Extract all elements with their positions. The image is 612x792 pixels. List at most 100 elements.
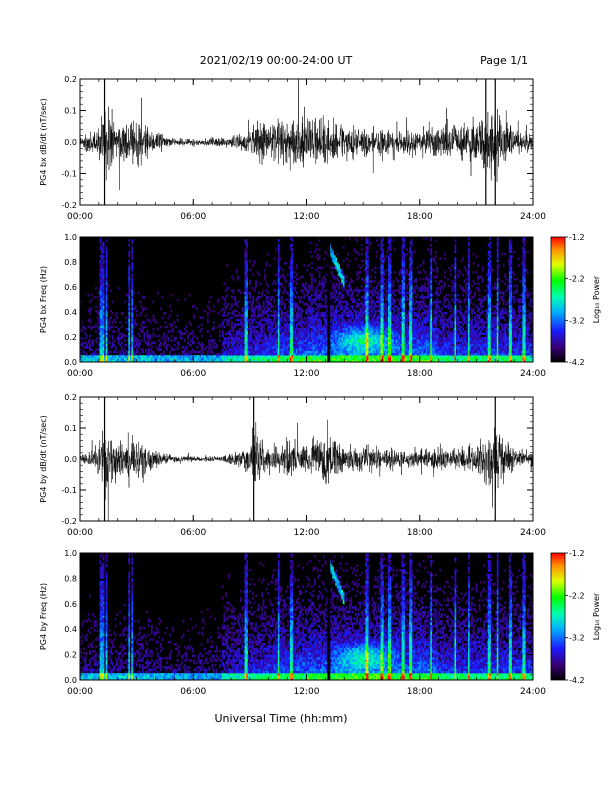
spectrogram-cell	[141, 359, 144, 363]
spectrogram-cell	[270, 350, 273, 354]
spectrogram-cell	[131, 296, 134, 299]
spectrogram-cell	[341, 352, 344, 356]
spectrogram-cell	[252, 264, 254, 267]
spectrogram-cell	[391, 316, 393, 320]
spectrogram-cell	[336, 305, 339, 308]
spectrogram-cell	[380, 300, 383, 304]
spectrogram-cell	[197, 359, 200, 363]
spectrogram-cell	[241, 343, 244, 347]
spectrogram-cell	[409, 298, 411, 301]
spectrogram-cell	[270, 314, 273, 317]
spectrogram-cell	[375, 355, 378, 358]
spectrogram-cell	[253, 259, 256, 263]
spectrogram-cell	[391, 296, 393, 299]
spectrogram-cell	[317, 341, 319, 345]
spectrogram-cell	[389, 298, 392, 301]
spectrogram-cell	[369, 318, 372, 322]
spectrogram-cell	[330, 357, 333, 361]
spectrogram-cell	[412, 298, 415, 301]
spectrogram-cell	[152, 327, 155, 331]
spectrogram-cell	[199, 355, 202, 358]
spectrogram-cell	[196, 337, 199, 340]
spectrogram-cell	[306, 289, 309, 292]
spectrogram-cell	[315, 255, 318, 258]
spectrogram-cell	[232, 352, 235, 356]
spectrogram-cell	[377, 334, 380, 338]
spectrogram-cell	[372, 346, 375, 349]
spectrogram-cell	[282, 352, 285, 356]
spectrogram-cell	[283, 302, 286, 306]
spectrogram-cell	[134, 321, 137, 324]
spectrogram-cell	[368, 305, 371, 308]
spectrogram-cell	[131, 318, 134, 322]
spectrogram-cell	[306, 325, 309, 329]
spectrogram-cell	[244, 325, 247, 329]
spectrogram-cell	[176, 357, 179, 361]
spectrogram-cell	[164, 337, 167, 340]
spectrogram-cell	[395, 289, 398, 292]
spectrogram-cell	[226, 337, 229, 340]
spectrogram-cell	[246, 246, 248, 249]
spectrogram-cell	[326, 264, 328, 267]
spectrogram-cell	[389, 300, 392, 304]
spectrogram-cell	[345, 332, 348, 336]
spectrogram-cell	[365, 289, 368, 292]
spectrogram-cell	[294, 271, 297, 274]
spectrogram-cell	[401, 259, 404, 263]
spectrogram-cell	[369, 343, 372, 347]
spectrogram-cell	[101, 262, 103, 265]
spectrogram-cell	[359, 289, 362, 292]
spectrogram-cell	[392, 337, 395, 340]
spectrogram-cell	[318, 307, 321, 311]
spectrogram-cell	[389, 237, 392, 240]
spectrogram-cell	[360, 350, 363, 354]
spectrogram-cell	[311, 266, 313, 270]
spectrogram-cell	[89, 355, 91, 358]
spectrogram-cell	[317, 325, 319, 329]
spectrogram-cell	[197, 350, 200, 354]
spectrogram-cell	[409, 246, 411, 249]
spectrogram-cell	[280, 337, 283, 340]
spectrogram-cell	[237, 348, 239, 351]
spectrogram-cell	[291, 305, 294, 308]
spectrogram-cell	[383, 309, 386, 313]
spectrogram-cell	[292, 330, 295, 333]
spectrogram-cell	[336, 350, 339, 354]
spectrogram-cell	[380, 273, 383, 276]
spectrogram-cell	[306, 321, 309, 324]
spectrogram-cell	[235, 268, 238, 272]
spectrogram-cell	[398, 312, 401, 315]
spectrogram-cell	[389, 341, 392, 345]
spectrogram-cell	[123, 343, 126, 347]
spectrogram-cell	[250, 309, 253, 313]
spectrogram-cell	[386, 334, 389, 338]
spectrogram-cell	[339, 307, 342, 311]
spectrogram-cell	[190, 332, 193, 336]
spectrogram-cell	[401, 277, 404, 281]
spectrogram-cell	[378, 352, 381, 356]
spectrogram-cell	[138, 352, 141, 356]
spectrogram-cell	[101, 330, 103, 333]
spectrogram-cell	[345, 334, 348, 338]
spectrogram-cell	[362, 325, 365, 329]
spectrogram-cell	[244, 262, 247, 265]
spectrogram-cell	[400, 346, 402, 349]
spectrogram-cell	[128, 339, 131, 342]
spectrogram-cell	[238, 289, 241, 292]
spectrogram-cell	[389, 296, 392, 299]
spectrogram-cell	[386, 343, 389, 347]
spectrogram-cell	[238, 318, 241, 322]
spectrogram-cell	[191, 341, 194, 345]
spectrogram-cell	[105, 287, 108, 290]
spectrogram-cell	[341, 323, 344, 326]
spectrogram-cell	[294, 330, 297, 333]
spectrogram-cell	[292, 300, 295, 304]
spectrogram-cell	[285, 280, 288, 283]
spectrogram-cell	[341, 305, 344, 308]
spectrogram-cell	[300, 359, 303, 363]
spectrogram-cell	[256, 352, 259, 356]
spectrogram-cell	[223, 355, 226, 358]
spectrogram-cell	[385, 357, 387, 361]
spectrogram-cell	[406, 327, 408, 331]
spectrogram-cell	[403, 323, 405, 326]
